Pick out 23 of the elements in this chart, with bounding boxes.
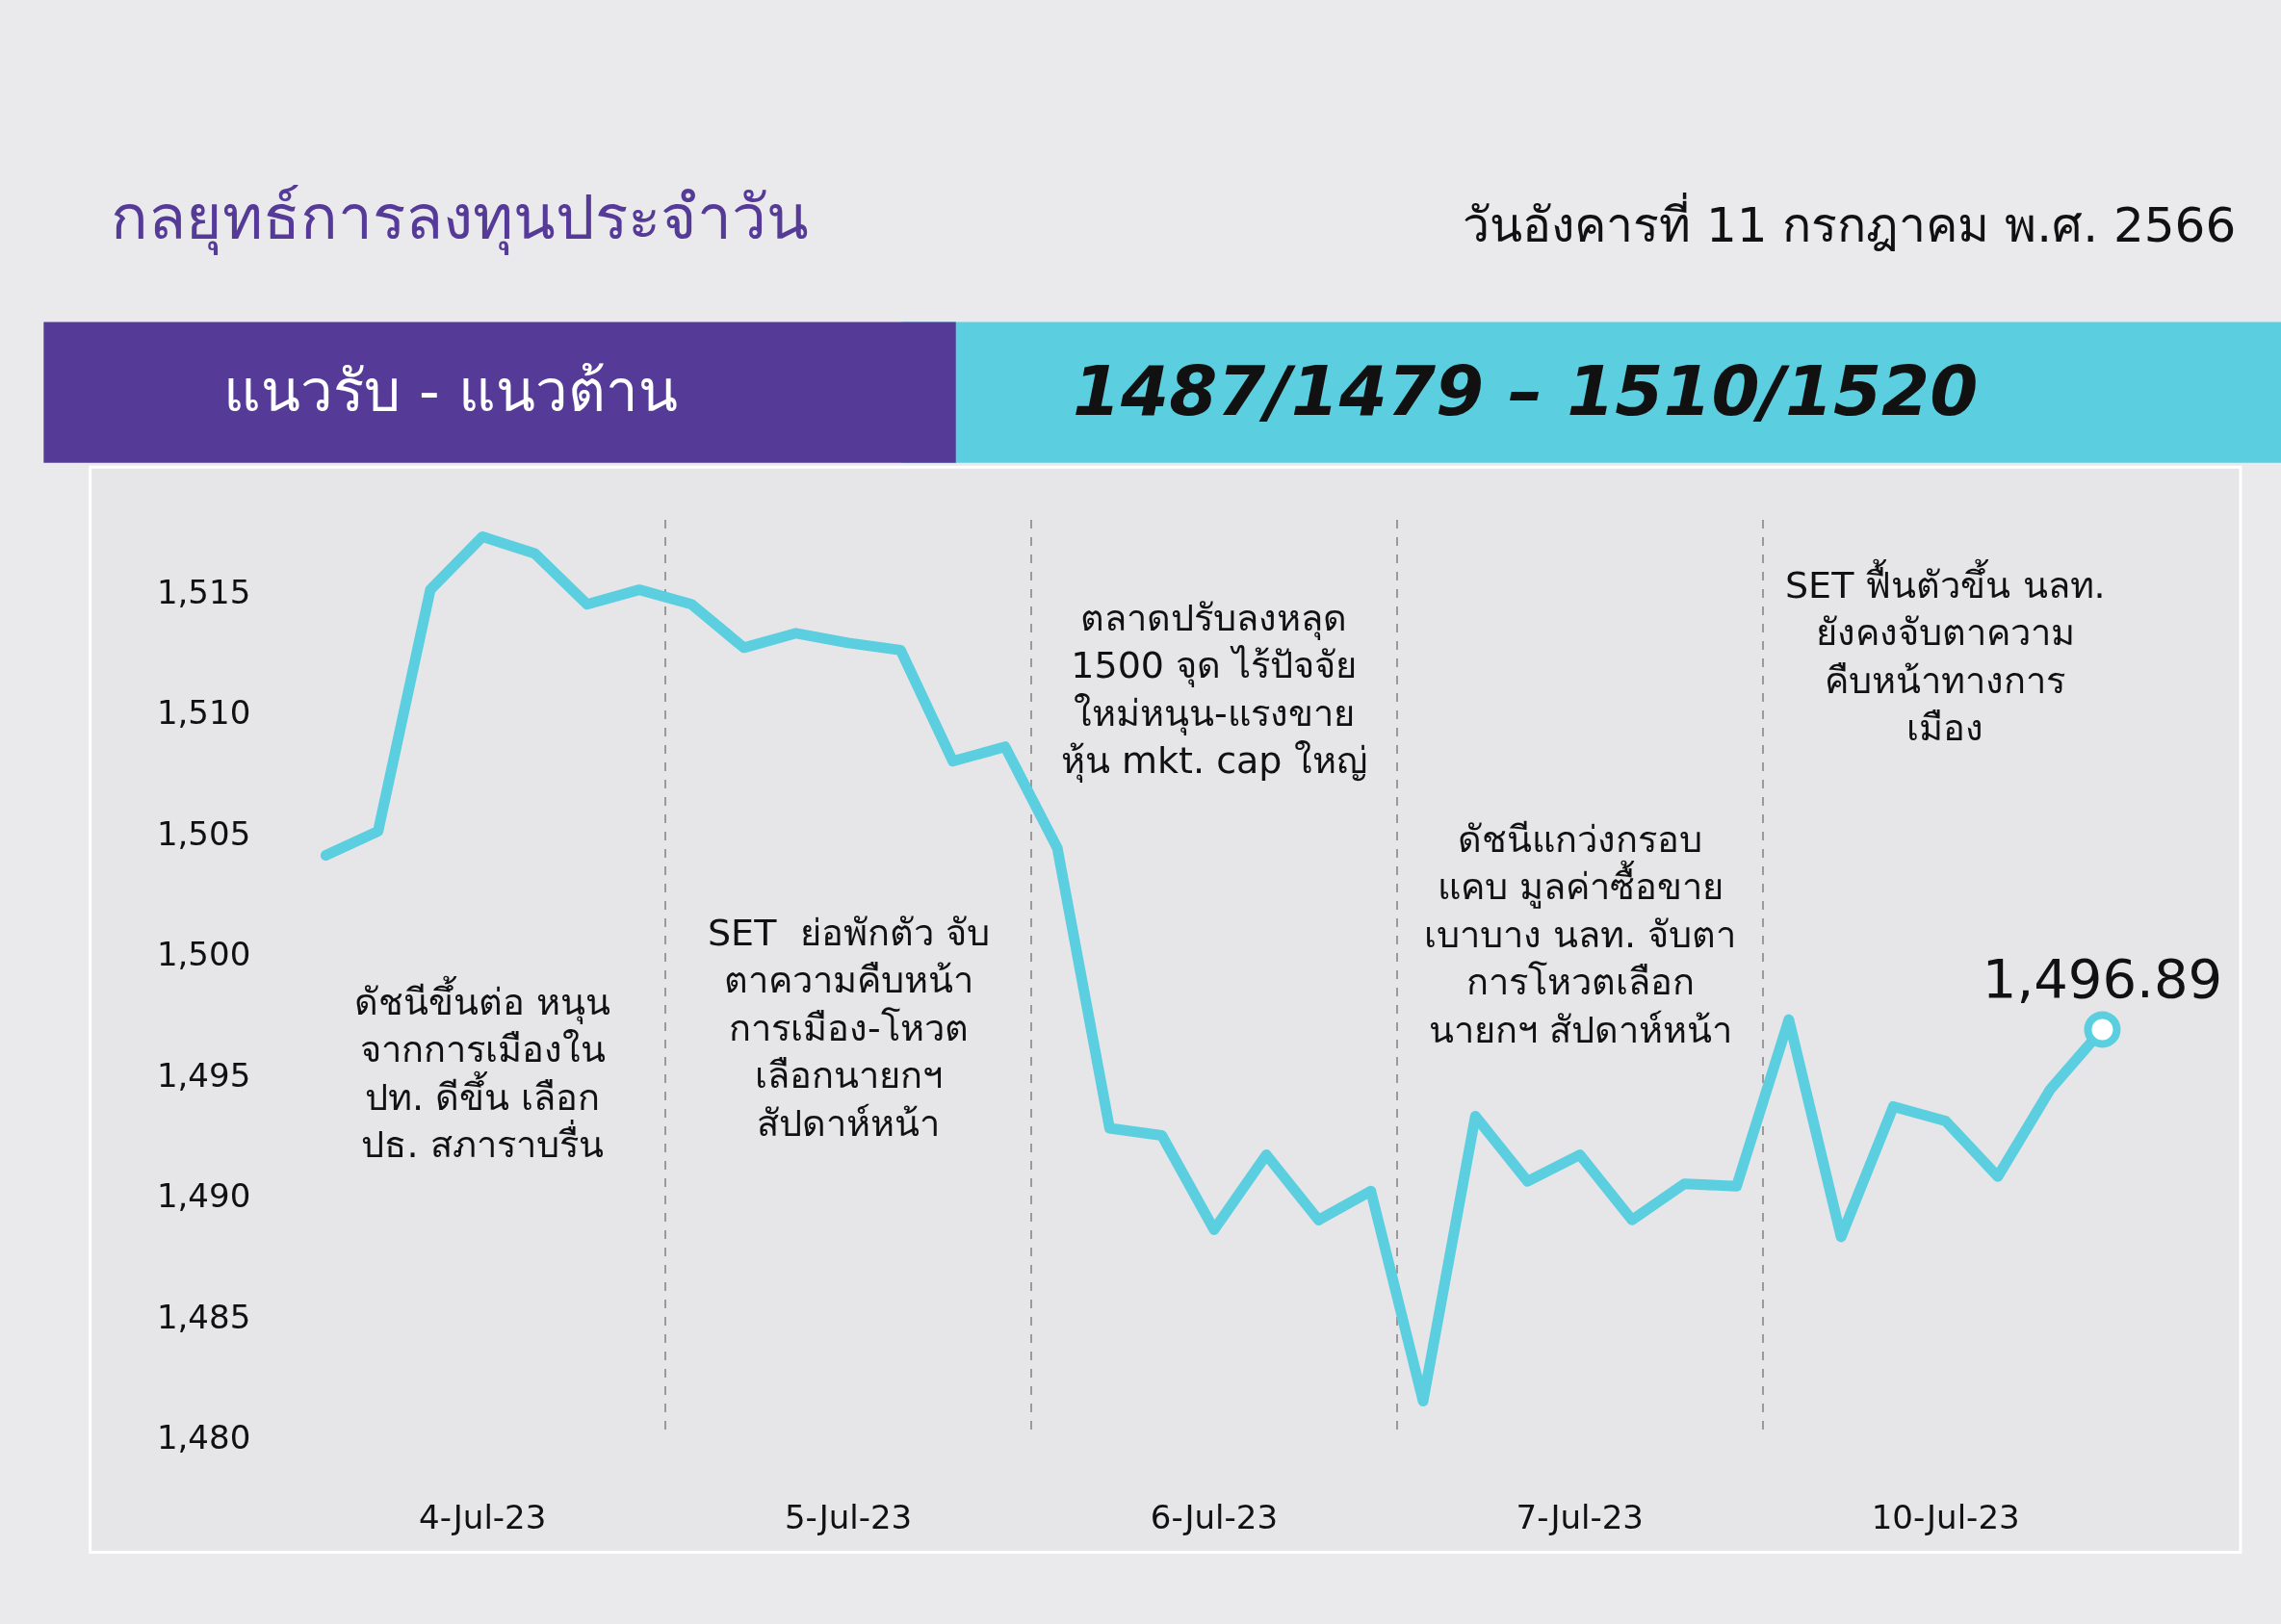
- y-tick-label: 1,515: [156, 573, 251, 612]
- text: 1487/1479 – 1510/1520: [1073, 350, 1979, 431]
- x-tick-label: 5-Jul-23: [784, 1498, 913, 1537]
- annotation: ดัชนีแกว่งกรอบ แคบ มูลค่าซื้อขาย เบาบาง นลท. จับตา การโหวตเลือก นายกฯ สัปดาห์หน้า: [1424, 818, 1737, 1051]
- y-tick-label: 1,485: [156, 1297, 251, 1336]
- x-tick-label: 4-Jul-23: [419, 1498, 547, 1537]
- annotation: ดัชนีขึ้นต่อ หนุน จากการเมืองใน ปท. ดีขึ้น เลือก ปธ. สภาราบรื่น: [354, 975, 611, 1167]
- y-tick-label: 1,500: [156, 935, 251, 974]
- annotation: SET ฟื้นตัวขึ้น นลท. ยังคงจับตาความ คืบหน้าทางการ เมือง: [1785, 558, 2106, 750]
- x-tick-label: 6-Jul-23: [1150, 1498, 1279, 1537]
- x-tick-label: 7-Jul-23: [1516, 1498, 1644, 1537]
- y-tick-label: 1,505: [156, 813, 251, 853]
- annotation: ตลาดปรับลงหลุด 1500 จุด ไร้ปัจจัย ใหม่หนุน-แรงขาย หุ้น mkt. cap ใหญ่: [1061, 597, 1367, 784]
- annotation: SET ย่อพักตัว จับ ตาความคืบหน้า การเมือง-โหวต เลือกนายกฯ สัปดาห์หน้า: [708, 912, 990, 1145]
- y-tick-label: 1,490: [156, 1176, 251, 1216]
- chart-subtitle: วันอังคารที่ 11 กรกฎาคม พ.ศ. 2566: [1463, 193, 2237, 253]
- data-label: 1,496.89: [1982, 946, 2223, 1010]
- x-tick-label: 10-Jul-23: [1871, 1498, 2020, 1537]
- y-tick-label: 1,495: [156, 1055, 251, 1095]
- y-tick-label: 1,510: [156, 693, 251, 733]
- y-tick-label: 1,480: [156, 1417, 251, 1456]
- text: แนวรับ - แนวต้าน: [223, 357, 678, 425]
- chart-title: กลยุทธ์การลงทุนประจำวัน: [111, 182, 809, 255]
